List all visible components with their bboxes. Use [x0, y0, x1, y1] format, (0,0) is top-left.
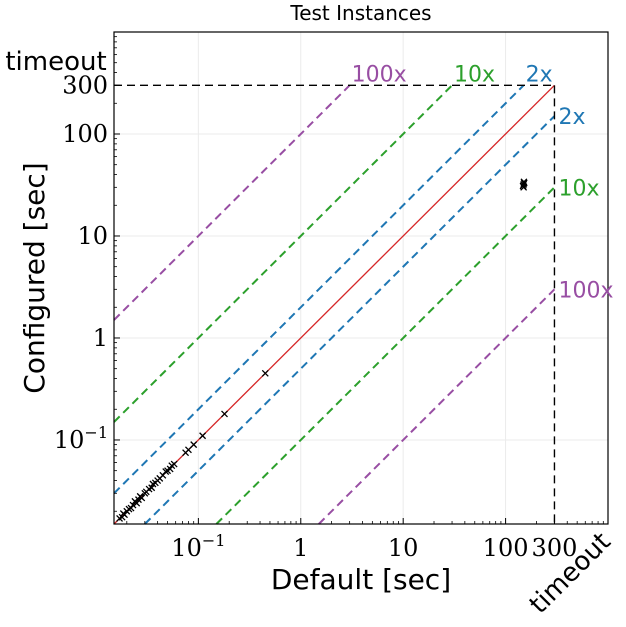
- data-point: [184, 446, 192, 454]
- reference-line-10x-upper: [113, 84, 453, 423]
- timeout-y-label: timeout: [5, 47, 106, 77]
- y-tick-label: 100: [62, 120, 108, 148]
- timeout-lines: [114, 84, 556, 524]
- reference-line-10x-lower: [215, 186, 556, 525]
- data-point: [261, 369, 269, 377]
- grid: [114, 32, 608, 524]
- data-point: [135, 496, 142, 504]
- data-point: [162, 468, 170, 476]
- y-tick-label: 1: [93, 324, 108, 352]
- reference-line-2x-upper: [113, 84, 525, 495]
- reference-label-lower: 2x: [558, 105, 585, 130]
- plot-frame: [113, 31, 609, 525]
- data-point: [199, 432, 207, 440]
- x-axis-label: Default [sec]: [271, 563, 451, 596]
- data-point: [221, 410, 228, 418]
- reference-line-1x: [113, 84, 555, 525]
- y-tick-label: 300: [62, 71, 108, 99]
- y-tick-label: 10: [77, 222, 108, 250]
- reference-line-100x-lower: [318, 288, 556, 525]
- x-tick-label: 100: [483, 534, 529, 562]
- reference-label-lower: 10x: [558, 176, 599, 201]
- reference-label-upper: 100x: [352, 62, 407, 87]
- reference-line-100x-upper: [113, 84, 351, 321]
- data-point: [190, 441, 198, 449]
- data-point: [129, 501, 137, 509]
- y-axis-label: Configured [sec]: [18, 162, 51, 393]
- x-tick-label: 10−1: [171, 531, 225, 562]
- reference-line-2x-lower: [144, 115, 556, 525]
- data-point: [138, 494, 146, 502]
- reference-lines: [113, 84, 556, 525]
- reference-label-lower: 100x: [558, 278, 613, 303]
- reference-label-upper: 10x: [454, 62, 495, 87]
- data-points: [116, 178, 528, 522]
- x-tick-label: 300: [532, 534, 578, 562]
- x-tick-label: 10: [388, 534, 419, 562]
- data-point: [520, 178, 528, 186]
- data-point: [127, 504, 135, 512]
- reference-label-upper: 2x: [526, 62, 553, 87]
- chart-title: Test Instances: [289, 1, 431, 25]
- x-tick-label: 1: [293, 534, 308, 562]
- y-tick-label: 10−1: [54, 423, 108, 454]
- data-point: [133, 499, 141, 507]
- data-point: [170, 460, 178, 468]
- data-point: [148, 484, 156, 492]
- data-point: [121, 511, 128, 519]
